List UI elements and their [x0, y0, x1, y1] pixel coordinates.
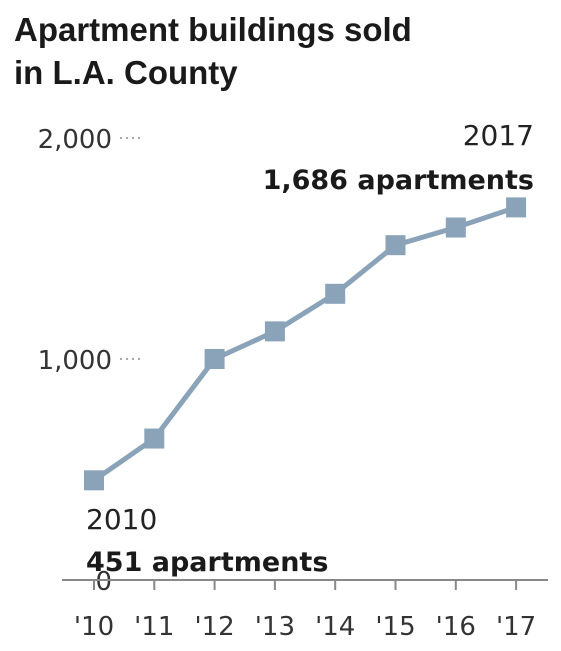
chart-title-line-2: in L.A. County	[14, 54, 238, 91]
y-tick-label: 1,000	[38, 346, 112, 376]
data-point-16	[445, 217, 466, 238]
y-tick-label: 0	[95, 567, 112, 597]
x-tick-label: '10	[74, 612, 114, 642]
y-tick-label: 2,000	[38, 125, 112, 155]
x-tick-label: '16	[436, 612, 476, 642]
annotation-end-year: 2017	[463, 119, 534, 152]
annotation-end-value: 1,686 apartments	[263, 165, 534, 196]
annotation-start-value: 451 apartments	[86, 547, 328, 578]
data-point-12	[204, 349, 225, 369]
data-point-17	[506, 197, 527, 218]
x-tick-label: '13	[255, 612, 295, 642]
x-axis-ticks: '10 '11 '12 '13 '14 '15 '16 '17	[74, 580, 536, 642]
x-tick-label: '12	[194, 612, 234, 642]
data-points	[84, 197, 527, 491]
x-tick-label: '11	[134, 612, 174, 642]
y-axis-ticks: 0 1,000 2,000	[38, 125, 144, 597]
x-tick-label: '15	[375, 612, 415, 642]
x-tick-label: '14	[315, 612, 355, 642]
data-point-10	[84, 470, 104, 491]
chart-title-line-1: Apartment buildings sold	[14, 11, 412, 48]
x-tick-label: '17	[496, 612, 536, 642]
data-point-14	[325, 283, 346, 304]
data-point-13	[264, 321, 285, 342]
data-point-11	[144, 428, 165, 449]
annotation-start-year: 2010	[86, 503, 157, 536]
data-point-15	[385, 235, 406, 256]
series-line	[92, 205, 517, 483]
chart-title: Apartment buildings sold in L.A. County	[14, 8, 544, 94]
